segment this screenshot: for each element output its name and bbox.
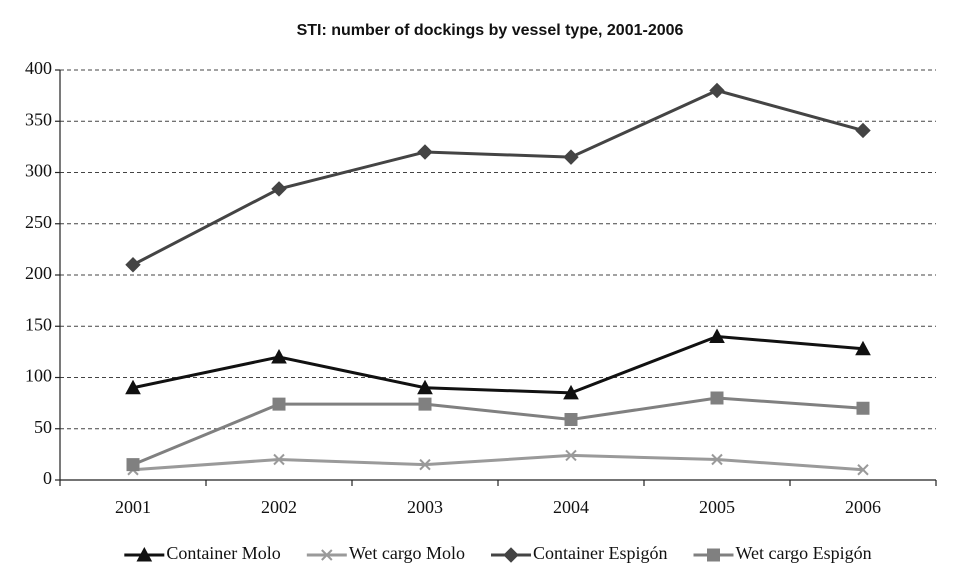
marker: [711, 453, 723, 466]
series-line: [132, 88, 864, 267]
marker: [856, 401, 870, 415]
marker: [125, 379, 141, 395]
y-tick-label: 150: [25, 314, 52, 334]
marker: [419, 458, 431, 471]
marker: [563, 384, 579, 400]
marker: [272, 397, 286, 411]
marker: [125, 257, 141, 273]
legend-label: Container Espigón: [533, 543, 667, 563]
marker: [417, 379, 433, 395]
y-tick-label: 0: [43, 468, 52, 488]
x-tick-label: 2005: [699, 497, 735, 517]
marker: [857, 464, 869, 476]
x-tick-label: 2004: [553, 497, 589, 517]
legend: Container Molo Wet cargo Molo Container Es…: [124, 543, 872, 563]
marker: [418, 397, 432, 411]
y-tick-label: 100: [25, 366, 52, 386]
marker: [271, 348, 287, 364]
marker: [855, 340, 871, 356]
marker: [564, 413, 578, 427]
y-tick-label: 400: [25, 58, 52, 78]
marker: [710, 391, 724, 405]
marker: [126, 458, 140, 472]
y-tick-label: 350: [25, 109, 52, 129]
marker: [503, 547, 519, 563]
x-tick-label: 2002: [261, 497, 297, 517]
x-tick-label: 2003: [407, 497, 443, 517]
legend-label: Container Molo: [166, 543, 281, 563]
series-line: [132, 453, 864, 472]
legend-label: Wet cargo Espigón: [736, 543, 872, 563]
y-tick-label: 300: [25, 161, 52, 181]
y-tick-label: 200: [25, 263, 52, 283]
marker: [417, 144, 433, 160]
x-tick-label: 2001: [115, 497, 151, 517]
marker: [709, 328, 725, 343]
series-line: [132, 396, 864, 467]
series-line: [132, 334, 864, 395]
marker: [273, 453, 285, 466]
marker: [565, 449, 577, 462]
marker: [563, 149, 579, 165]
marker: [855, 122, 871, 139]
marker: [707, 548, 720, 562]
marker: [321, 549, 333, 561]
marker: [709, 82, 725, 99]
marker: [136, 546, 153, 562]
y-tick-label: 50: [34, 417, 52, 437]
x-tick-label: 2006: [845, 497, 881, 517]
marker: [271, 181, 287, 197]
chart-title: STI: number of dockings by vessel type, …: [297, 22, 684, 39]
y-tick-label: 250: [25, 212, 52, 232]
legend-label: Wet cargo Molo: [349, 543, 465, 563]
